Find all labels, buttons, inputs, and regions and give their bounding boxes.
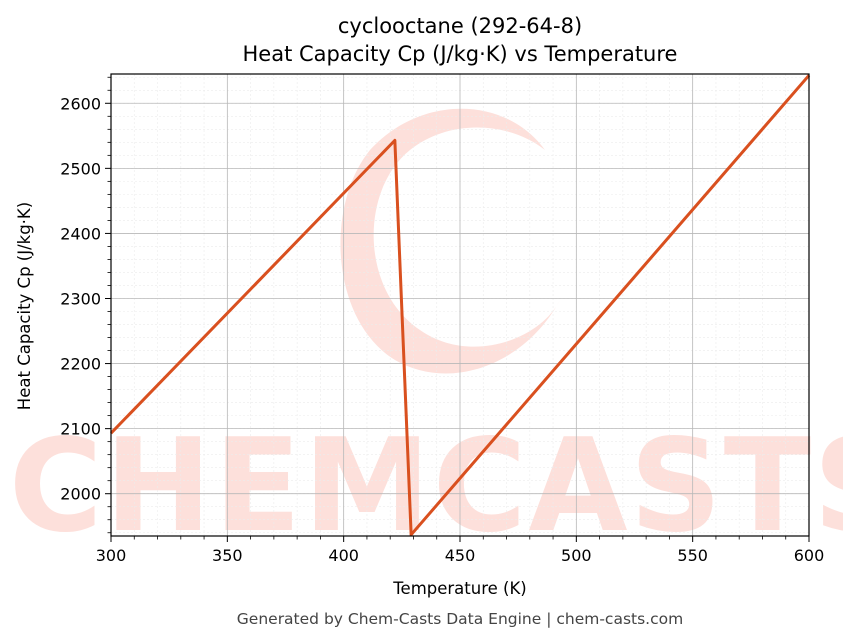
x-tick-label: 300	[96, 546, 127, 565]
x-tick-label: 450	[445, 546, 476, 565]
y-tick-label: 2100	[60, 420, 101, 439]
x-tick-label: 400	[328, 546, 359, 565]
series-layer	[109, 74, 811, 537]
watermark-text: CHEMCASTS	[9, 412, 843, 561]
y-tick-label: 2000	[60, 485, 101, 504]
series-line	[109, 74, 811, 537]
watermark-swirl	[340, 108, 560, 374]
y-tick-label: 2500	[60, 159, 101, 178]
y-tick-label: 2300	[60, 289, 101, 308]
chart-subtitle: Heat Capacity Cp (J/kg·K) vs Temperature	[243, 42, 678, 66]
y-axis-label: Heat Capacity Cp (J/kg·K)	[15, 202, 34, 410]
x-axis-label: Temperature (K)	[392, 579, 526, 598]
ticks-layer: 300 350 400 450 500 550 600 2000 2100 2200 2300 240…	[60, 76, 825, 565]
x-tick-label: 350	[212, 546, 243, 565]
y-tick-label: 2400	[60, 224, 101, 243]
x-tick-label: 600	[794, 546, 825, 565]
y-tick-label: 2200	[60, 355, 101, 374]
major-grid	[110, 74, 810, 536]
chart-title: cyclooctane (292-64-8)	[338, 14, 582, 38]
y-tick-label: 2600	[60, 94, 101, 113]
footer-text: Generated by Chem-Casts Data Engine | ch…	[237, 610, 683, 628]
x-tick-label: 500	[561, 546, 592, 565]
x-tick-label: 550	[677, 546, 708, 565]
